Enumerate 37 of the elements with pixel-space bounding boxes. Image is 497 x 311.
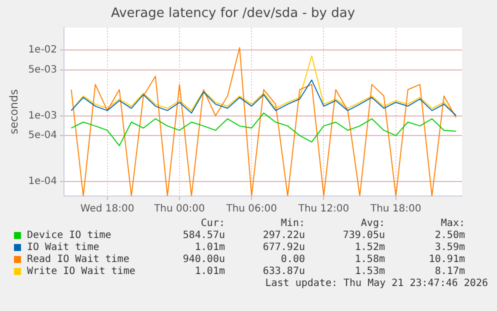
text: 1.01m [194, 266, 225, 278]
legend-label: Write IO Wait time [27, 266, 136, 278]
text: Last update: Thu May 21 23:47:46 2026 [264, 278, 488, 290]
text: 1.01m [194, 242, 225, 254]
text: 3.59m [434, 242, 465, 254]
y-tick-label: 1e-02 [28, 44, 58, 56]
text: 677.92u [262, 242, 305, 254]
text: 0.00 [280, 254, 305, 266]
text: Max: [440, 218, 465, 230]
text: 297.22u [262, 230, 305, 242]
legend-label: Read IO Wait time [27, 254, 130, 266]
text: 1.58m [354, 254, 385, 266]
x-tick-label: Thu 06:00 [225, 204, 277, 215]
y-axis-title: seconds [7, 89, 20, 134]
text: 633.87u [262, 266, 305, 278]
text: 10.91m [428, 254, 465, 266]
text: 1.53m [354, 266, 385, 278]
x-tick-label: Wed 18:00 [80, 204, 134, 215]
x-tick-label: Thu 12:00 [297, 204, 350, 215]
text: Min: [280, 218, 305, 230]
legend-label: Device IO time [27, 230, 112, 242]
y-tick-label: 5e-03 [28, 64, 58, 76]
text: 739.05u [342, 230, 385, 242]
y-tick-label: 1e-03 [28, 110, 58, 122]
text: Cur: [200, 218, 225, 230]
text: 1.52m [354, 242, 385, 254]
text: 584.57u [182, 230, 225, 242]
y-tick-label: 5e-04 [28, 130, 58, 142]
x-tick-label: Thu 18:00 [369, 204, 422, 215]
chart-title: Average latency for /dev/sda - by day [110, 6, 356, 22]
x-tick-label: Thu 00:00 [153, 204, 205, 215]
y-tick-label: 1e-04 [28, 176, 58, 188]
legend-label: IO Wait time [27, 242, 100, 254]
text: 8.17m [434, 266, 465, 278]
text: 940.00u [182, 254, 225, 266]
text: 2.50m [434, 230, 465, 242]
text: Avg: [360, 218, 385, 230]
